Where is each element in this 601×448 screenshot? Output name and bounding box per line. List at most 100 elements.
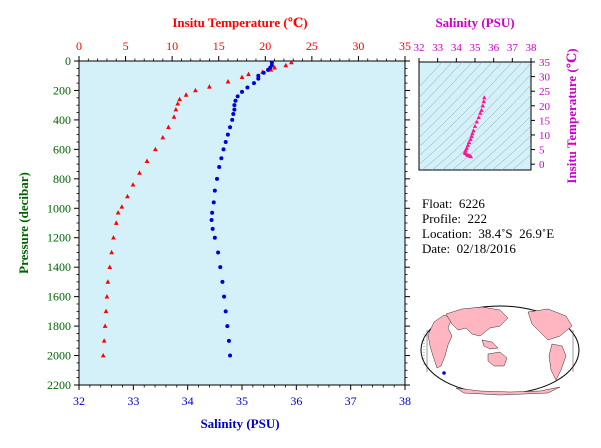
salinity-point xyxy=(256,73,261,78)
temperature-point xyxy=(115,210,121,215)
temperature-point xyxy=(113,220,119,225)
ts-temperature-tick-label: 20 xyxy=(539,101,551,113)
ts-contour-line xyxy=(461,105,531,170)
temperature-point xyxy=(246,71,251,77)
pressure-tick-label: 1200 xyxy=(47,231,71,245)
ts-point xyxy=(481,99,486,104)
salinity-point xyxy=(221,147,226,152)
salinity-point xyxy=(217,165,222,170)
land-antarctica xyxy=(455,386,561,396)
ts-temperature-tick-label: 35 xyxy=(539,57,551,69)
salinity-point xyxy=(269,60,274,65)
ts-point xyxy=(474,119,480,124)
temperature-tick-label: 30 xyxy=(352,39,364,53)
pressure-tick-label: 2200 xyxy=(47,378,71,392)
ts-temperature-tick-label: 25 xyxy=(539,86,551,98)
salinity-point xyxy=(219,156,224,161)
ts-chart: 32 33 34 35 36 37 38 0 5 10 15 20 25 30 35 Salinity (P… xyxy=(414,15,580,184)
temperature-point xyxy=(166,124,171,130)
ts-salinity-tick-label: 32 xyxy=(414,42,425,54)
temperature-point xyxy=(101,338,107,343)
pressure-tick-label: 1000 xyxy=(47,201,71,215)
location-map xyxy=(420,305,580,396)
temperature-point xyxy=(175,101,181,106)
salinity-point xyxy=(212,235,217,240)
temperature-tick-label: 5 xyxy=(123,39,129,53)
temperature-point xyxy=(183,92,189,97)
temperature-point xyxy=(100,352,106,358)
salinity-point xyxy=(225,132,230,137)
land-africa-europe xyxy=(427,314,453,369)
profile-plot-area xyxy=(78,60,406,386)
temperature-point xyxy=(171,114,177,119)
ts-temperature-tick-label: 15 xyxy=(539,115,551,127)
temperature-point xyxy=(137,170,142,175)
ts-salinity-tick-label: 38 xyxy=(526,42,538,54)
salinity-point xyxy=(232,107,237,112)
pressure-tick-label: 200 xyxy=(53,83,71,97)
temperature-point xyxy=(153,146,158,152)
salinity-point xyxy=(233,98,238,103)
profile-date: Date: 02/18/2016 xyxy=(422,241,516,256)
salinity-point xyxy=(223,140,228,144)
temperature-point xyxy=(119,204,125,209)
ts-contour-line xyxy=(481,125,531,170)
land-asia xyxy=(445,306,509,337)
pressure-tick-label: 1600 xyxy=(47,290,71,304)
ts-contour-line xyxy=(419,62,493,138)
temperature-point xyxy=(130,182,136,187)
ts-density-contours xyxy=(419,62,531,170)
ts-contour-line xyxy=(511,153,531,170)
salinity-point xyxy=(256,76,261,81)
ts-point xyxy=(482,95,487,100)
land-north-america xyxy=(527,308,573,341)
ts-temperature-tick-label: 10 xyxy=(539,130,551,142)
ts-contour-line xyxy=(421,62,531,170)
ts-temperature-tick-label: 5 xyxy=(539,145,545,157)
ts-contour-line xyxy=(441,84,531,170)
land-australia xyxy=(487,351,508,367)
temperature-point xyxy=(173,107,179,112)
ts-point xyxy=(479,107,484,112)
temperature-point xyxy=(109,249,114,255)
salinity-tick-label: 37 xyxy=(345,394,357,408)
temperature-axis-title: Insitu Temperature (℃) xyxy=(172,15,307,30)
ts-contour-line xyxy=(431,73,531,170)
ts-contour-line xyxy=(419,62,483,129)
ts-point xyxy=(476,115,481,120)
temperature-point xyxy=(239,74,245,80)
ts-point xyxy=(470,131,475,136)
salinity-tick-label: 33 xyxy=(127,394,139,408)
salinity-point xyxy=(251,81,256,86)
temperature-point xyxy=(102,323,108,328)
temperature-tick-label: 0 xyxy=(76,39,82,53)
temperature-tick-label: 25 xyxy=(306,39,318,53)
ts-contour-line xyxy=(419,62,513,157)
temperature-point xyxy=(125,193,130,199)
temperature-point xyxy=(207,84,212,89)
ts-temperature-axis-title: Insitu Temperature (℃) xyxy=(564,48,579,183)
temperature-tick-label: 20 xyxy=(259,39,271,53)
salinity-point xyxy=(231,112,236,117)
temperature-point xyxy=(289,59,294,65)
salinity-point xyxy=(261,70,266,75)
temperature-point xyxy=(103,308,109,314)
salinity-series xyxy=(209,60,274,358)
temperature-tick-label: 35 xyxy=(399,39,411,53)
temperature-point xyxy=(105,279,111,284)
ts-point xyxy=(480,103,485,108)
map-graticule xyxy=(423,330,574,372)
salinity-tick-label: 36 xyxy=(290,394,302,408)
temperature-point xyxy=(193,87,198,93)
salinity-axis-title: Salinity (PSU) xyxy=(200,416,279,431)
pressure-axis-title: Pressure (decibar) xyxy=(16,172,31,274)
pressure-tick-label: 0 xyxy=(65,54,71,68)
salinity-point xyxy=(211,200,216,205)
ts-point xyxy=(472,123,478,128)
ts-series xyxy=(462,95,487,159)
ts-temperature-tick-label: 30 xyxy=(539,72,551,84)
salinity-point xyxy=(245,85,250,90)
salinity-point xyxy=(210,226,215,231)
salinity-point xyxy=(228,125,233,130)
